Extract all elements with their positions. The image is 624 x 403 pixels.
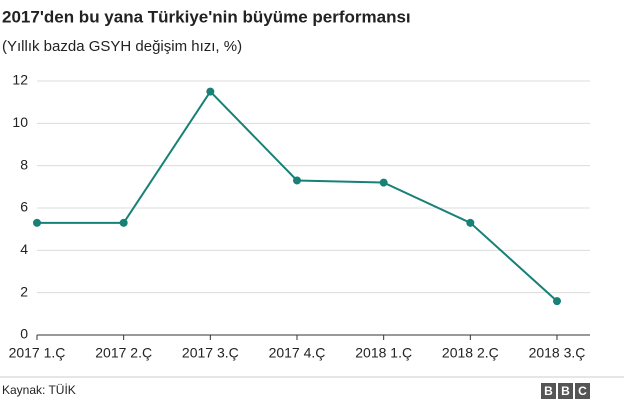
point (33, 218, 41, 227)
x-tick-label: 2017 2.Ç (95, 345, 152, 361)
x-tick-label: 2017 3.Ç (182, 345, 239, 361)
point (293, 176, 301, 185)
logo-box (558, 383, 573, 399)
y-tick-label: 2 (20, 283, 28, 299)
chart-title: 2017'den bu yana Türkiye'nin büyüme perf… (2, 7, 411, 26)
y-tick-label: 12 (12, 72, 28, 88)
x-tick-label: 2018 2.Ç (442, 345, 499, 361)
x-tick-label: 2018 1.Ç (355, 345, 412, 361)
logo-letter: C (578, 384, 587, 398)
point (379, 178, 388, 187)
point (119, 218, 128, 227)
x-tick-label: 2018 3.Ç (529, 345, 586, 361)
point (553, 297, 561, 306)
point (206, 87, 215, 96)
source: Kaynak: TÜİK (2, 383, 76, 397)
y-tick-label: 8 (20, 156, 28, 172)
y-tick-label: 6 (20, 199, 28, 215)
chart-subtitle: (Yıllık bazda GSYH değişim hızı, %) (2, 38, 242, 55)
y-tick-label: 4 (20, 241, 28, 257)
logo-box (575, 383, 590, 399)
x-tick-label: 2017 1.Ç (9, 345, 66, 361)
y-tick-label: 10 (12, 114, 28, 130)
x-tick-label: 2017 4.Ç (269, 345, 326, 361)
logo-box (541, 383, 556, 399)
y-tick-label: 0 (20, 326, 28, 342)
point (466, 218, 475, 227)
logo-letter: B (544, 384, 553, 398)
logo-letter: B (561, 384, 570, 398)
